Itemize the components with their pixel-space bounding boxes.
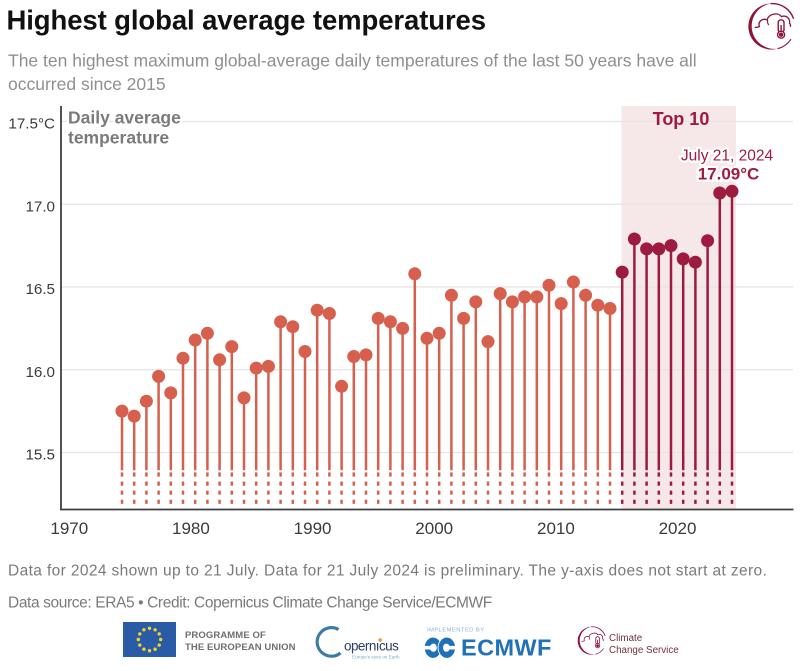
svg-text:1980: 1980 <box>172 519 210 538</box>
svg-text:1970: 1970 <box>50 519 88 538</box>
svg-text:Daily average: Daily average <box>68 108 181 128</box>
svg-text:The ten highest maximum global: The ten highest maximum global-average d… <box>8 50 697 70</box>
svg-text:Climate: Climate <box>609 633 643 644</box>
svg-text:Data source: ERA5 • Credit: Co: Data source: ERA5 • Credit: Copernicus C… <box>8 595 492 612</box>
svg-text:Highest global average tempera: Highest global average temperatures <box>7 4 486 35</box>
svg-text:temperature: temperature <box>68 128 169 148</box>
svg-text:THE EUROPEAN UNION: THE EUROPEAN UNION <box>185 642 296 653</box>
svg-text:Top 10: Top 10 <box>653 109 710 129</box>
svg-text:1990: 1990 <box>294 519 332 538</box>
svg-text:ECMWF: ECMWF <box>461 635 552 661</box>
svg-text:16.0: 16.0 <box>25 364 55 381</box>
svg-text:Change Service: Change Service <box>609 645 679 656</box>
svg-text:Europe's eyes on Earth: Europe's eyes on Earth <box>352 654 400 659</box>
svg-text:17.5°C: 17.5°C <box>8 116 55 133</box>
svg-text:17.09°C: 17.09°C <box>698 165 760 184</box>
svg-text:IMPLEMENTED BY: IMPLEMENTED BY <box>427 628 485 634</box>
svg-text:2020: 2020 <box>659 519 697 538</box>
svg-text:2000: 2000 <box>415 519 453 538</box>
svg-text:17.0: 17.0 <box>25 198 55 215</box>
svg-text:July 21, 2024: July 21, 2024 <box>681 148 774 165</box>
svg-text:16.5: 16.5 <box>25 281 55 298</box>
svg-text:PROGRAMME OF: PROGRAMME OF <box>185 630 266 641</box>
svg-text:opernıcus: opernıcus <box>344 639 399 654</box>
svg-text:occurred since 2015: occurred since 2015 <box>8 74 166 94</box>
svg-text:Data for 2024 shown up to 21 J: Data for 2024 shown up to 21 July. Data … <box>8 563 767 580</box>
svg-text:2010: 2010 <box>537 519 575 538</box>
svg-text:15.5: 15.5 <box>25 447 55 464</box>
